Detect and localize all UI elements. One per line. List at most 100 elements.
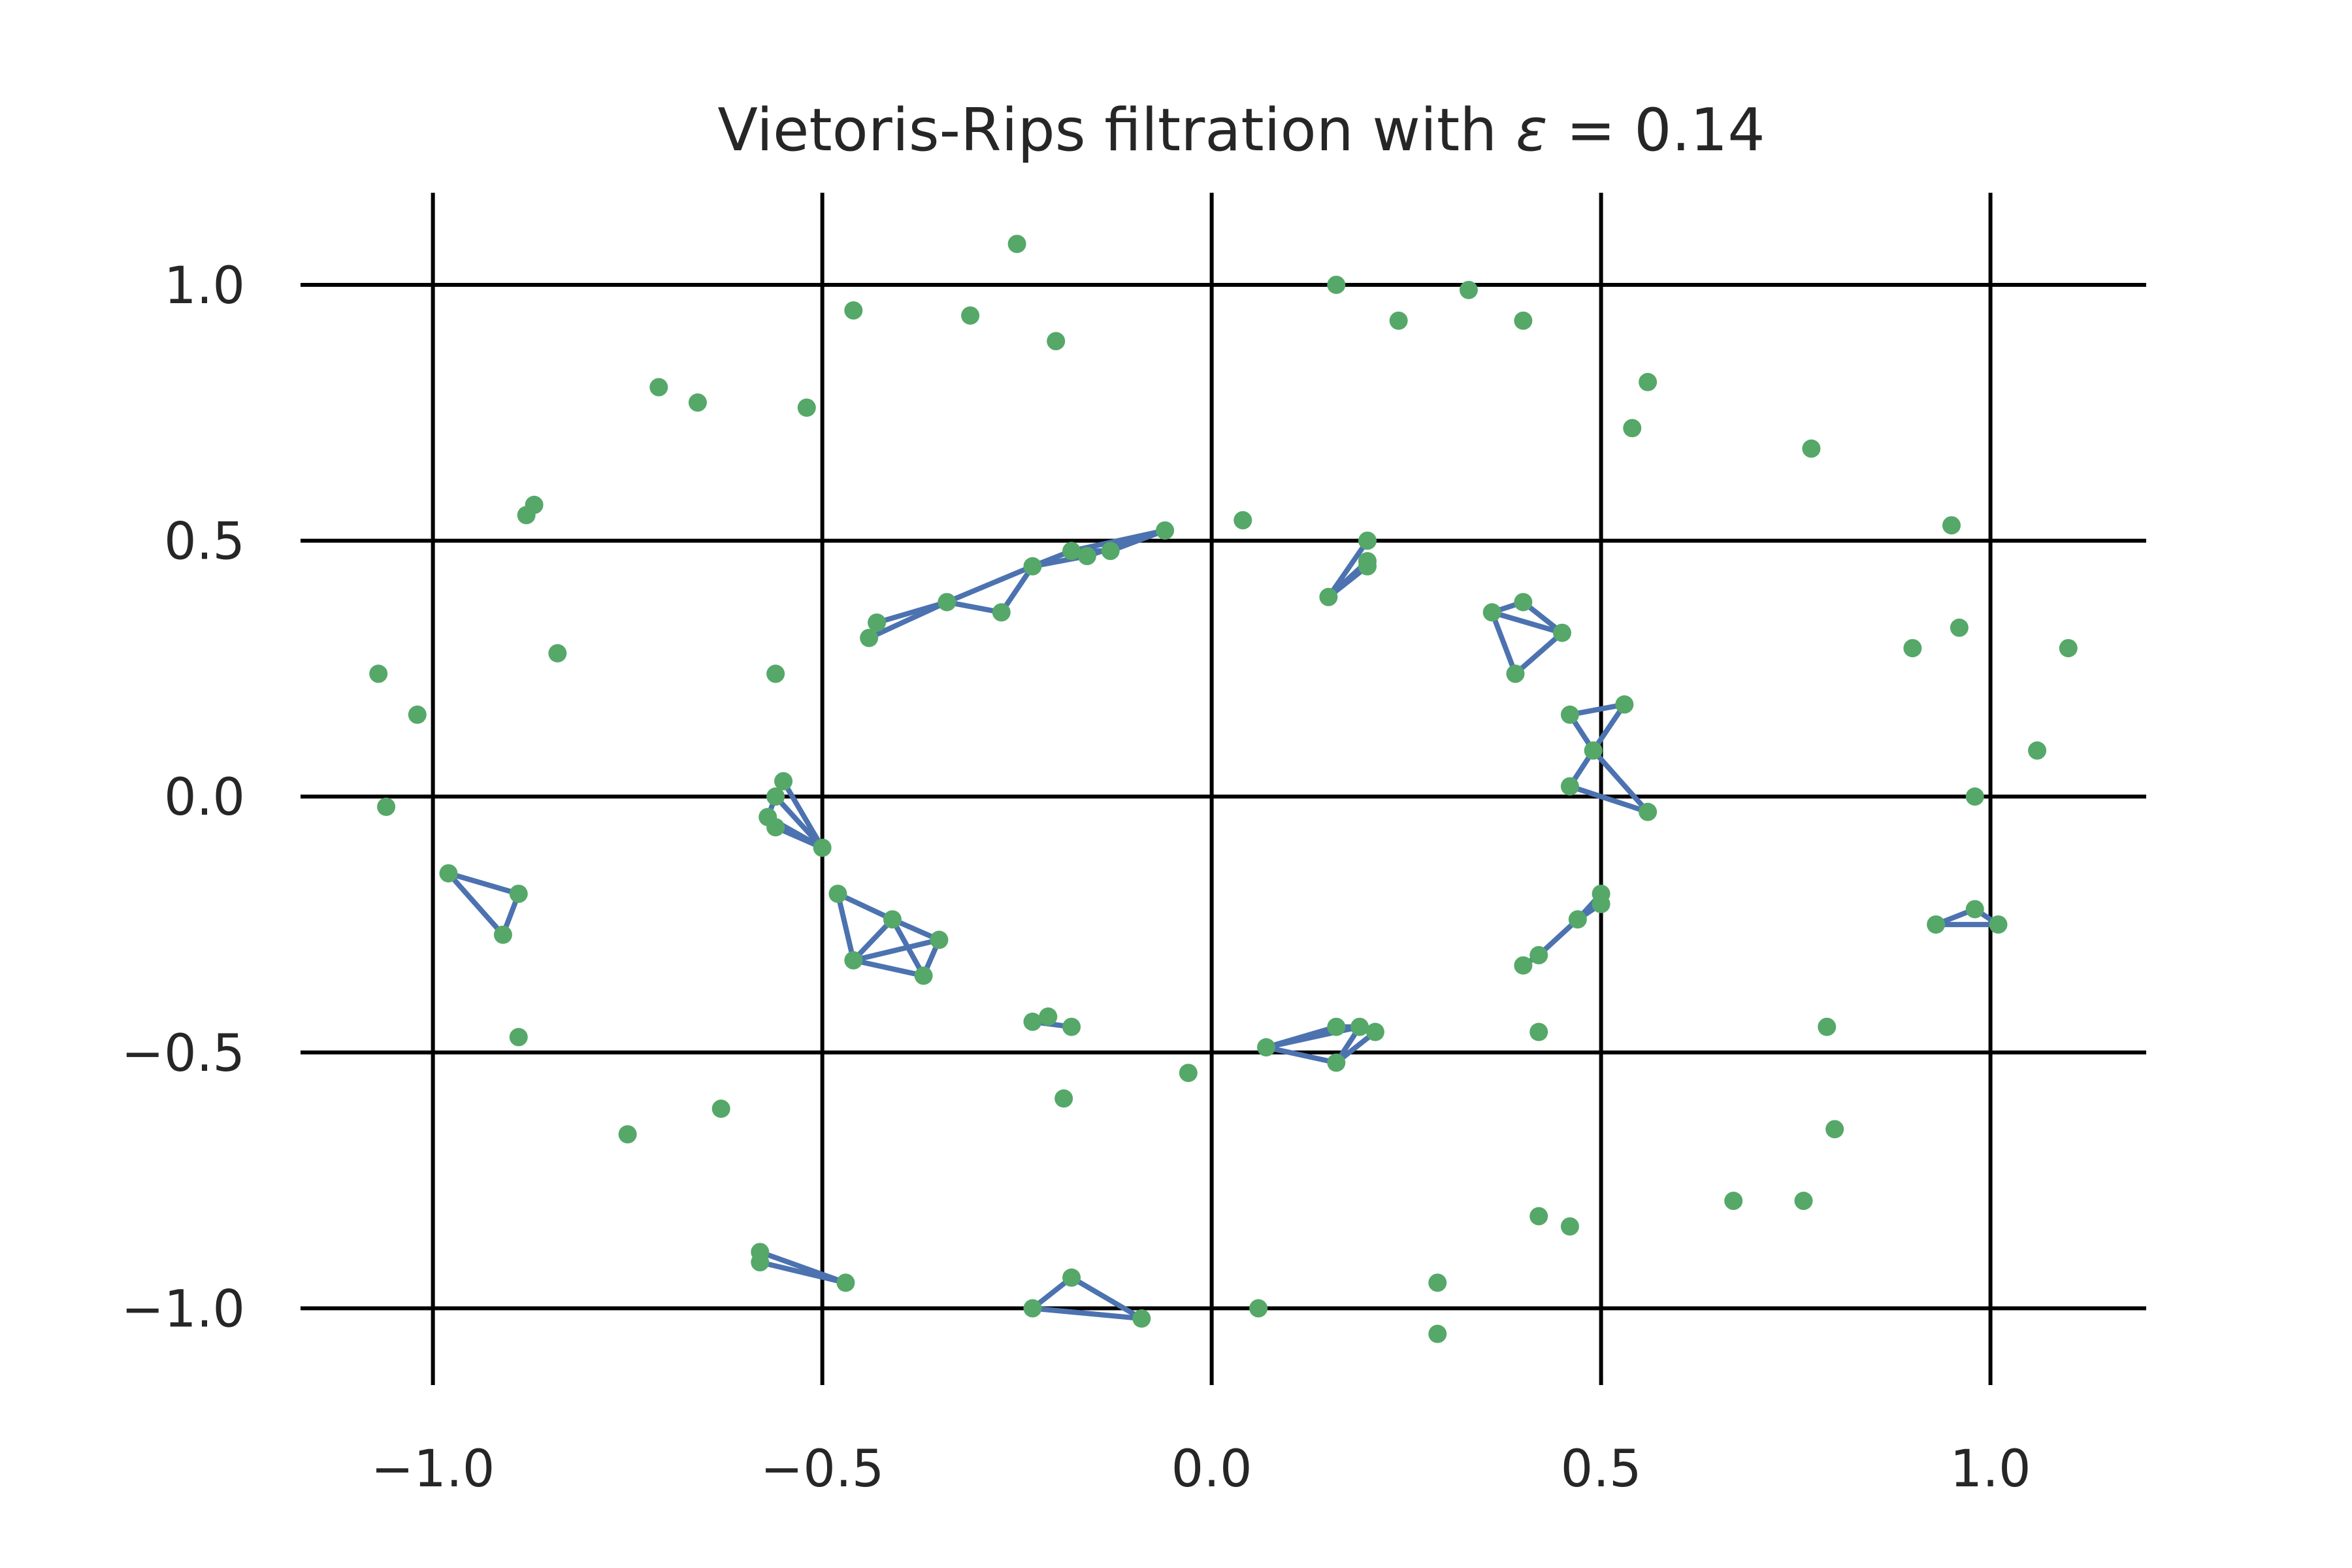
edge	[757, 1260, 849, 1286]
x-tick-label: 0.5	[1561, 1440, 1642, 1499]
data-point	[1428, 1324, 1447, 1343]
data-point	[439, 864, 458, 883]
data-point	[1965, 787, 1984, 806]
data-point	[1389, 311, 1408, 330]
data-point	[1062, 542, 1081, 561]
edge	[851, 957, 926, 979]
data-point	[1327, 1017, 1346, 1036]
data-point	[369, 664, 388, 683]
data-point	[1101, 542, 1120, 561]
data-point	[1529, 1022, 1548, 1041]
edge	[773, 794, 825, 851]
data-point	[766, 818, 785, 837]
data-point	[1584, 741, 1603, 760]
edge	[446, 870, 521, 897]
data-point	[868, 613, 887, 632]
data-point	[844, 951, 863, 970]
edge	[835, 891, 857, 963]
data-point	[1327, 275, 1346, 294]
x-tick-label: 0.0	[1171, 1440, 1252, 1499]
data-point	[1529, 1207, 1548, 1226]
data-point	[2059, 639, 2078, 658]
data-point	[1724, 1192, 1743, 1211]
data-point	[1459, 280, 1478, 299]
data-point	[1358, 557, 1377, 576]
data-point	[1249, 1299, 1268, 1318]
data-point	[844, 301, 863, 320]
y-tick-label: −0.5	[122, 1024, 245, 1083]
data-point	[1482, 603, 1501, 622]
edge	[851, 917, 895, 963]
grid	[301, 193, 2146, 1385]
data-point	[1560, 777, 1579, 796]
data-point	[1927, 915, 1946, 934]
y-tick-label: −1.0	[122, 1281, 245, 1339]
y-axis: 1.0 0.5 0.0 −0.5 −1.0	[122, 257, 245, 1339]
data-point	[1233, 511, 1252, 530]
data-point	[1802, 439, 1821, 458]
data-point	[1560, 1217, 1579, 1236]
edge	[866, 599, 950, 641]
data-point	[1615, 695, 1634, 714]
data-point	[688, 393, 707, 412]
data-point	[377, 797, 396, 816]
data-point	[1319, 587, 1338, 606]
data-point	[1514, 593, 1533, 612]
data-point	[509, 885, 528, 904]
data-point	[828, 885, 847, 904]
data-point	[1179, 1064, 1198, 1083]
y-tick-label: 1.0	[164, 257, 245, 316]
data-point	[1077, 547, 1096, 566]
data-point	[1365, 1022, 1384, 1041]
edge	[1567, 702, 1627, 717]
edge	[944, 563, 1036, 605]
data-point	[1023, 1299, 1042, 1318]
data-point	[766, 787, 785, 806]
data-point	[766, 664, 785, 683]
edge	[1489, 610, 1518, 677]
data-point	[1592, 894, 1610, 913]
data-point	[2028, 741, 2047, 760]
x-tick-label: −0.5	[760, 1440, 884, 1499]
data-point	[751, 1253, 770, 1272]
data-point	[1903, 639, 1922, 658]
chart-title: Vietoris-Rips filtration with ε = 0.14	[717, 96, 1765, 165]
data-point	[1794, 1192, 1813, 1211]
data-point	[860, 629, 879, 647]
data-point	[493, 925, 512, 944]
data-point	[914, 966, 933, 985]
data-point	[1350, 1017, 1369, 1036]
data-point	[618, 1125, 637, 1144]
data-point	[1989, 915, 2008, 934]
data-point	[1132, 1309, 1151, 1328]
data-point	[649, 378, 668, 397]
points	[369, 235, 2078, 1343]
data-point	[1023, 1012, 1042, 1031]
data-point	[813, 838, 832, 857]
data-point	[509, 1028, 528, 1047]
edge	[1512, 630, 1565, 677]
data-point	[1568, 910, 1587, 929]
data-point	[1818, 1017, 1837, 1036]
data-point	[1965, 900, 1984, 919]
data-point	[548, 644, 567, 662]
data-point	[938, 593, 956, 612]
data-point	[1950, 618, 1968, 637]
data-point	[1506, 664, 1525, 683]
data-point	[1514, 311, 1533, 330]
data-point	[1023, 557, 1042, 576]
edge	[1590, 747, 1651, 815]
data-point	[1639, 802, 1658, 821]
data-point	[1062, 1017, 1081, 1036]
data-point	[992, 603, 1011, 622]
data-point	[1560, 705, 1579, 724]
data-point	[1428, 1273, 1447, 1292]
edge	[998, 563, 1036, 615]
edge	[1264, 1045, 1339, 1066]
data-point	[961, 306, 980, 325]
edge	[1030, 1305, 1145, 1322]
data-point	[1047, 332, 1066, 351]
edge	[1567, 783, 1651, 815]
data-point	[1529, 946, 1548, 965]
data-point	[1942, 516, 1961, 535]
